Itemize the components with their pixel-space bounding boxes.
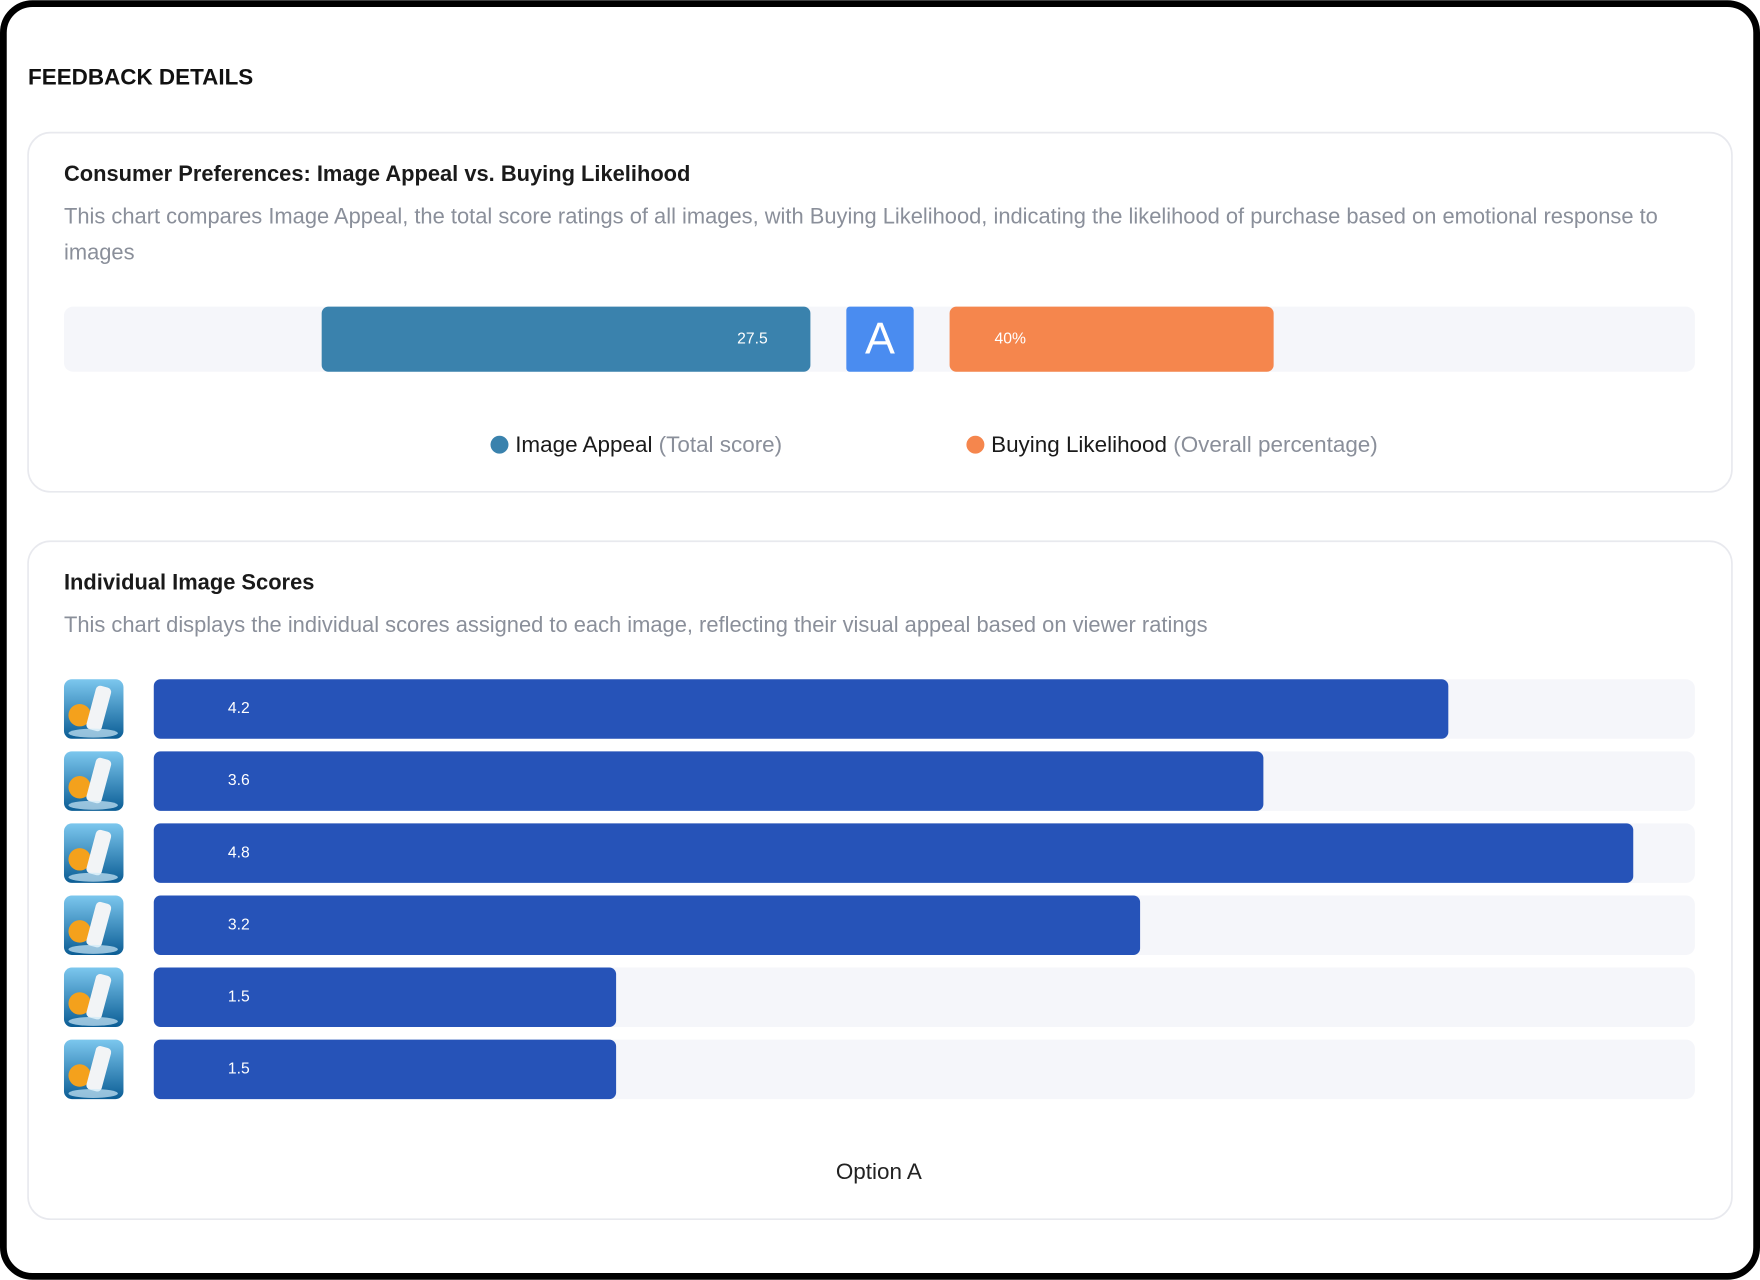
image-thumbnail <box>63 1039 124 1100</box>
image-thumbnail <box>63 895 124 955</box>
chart-subtitle: This chart compares Image Appeal, the to… <box>63 204 1658 266</box>
thumb-orange <box>68 703 91 727</box>
thumb-splash <box>68 872 118 882</box>
thumb-orange <box>68 920 91 943</box>
value-label: 1.5 <box>228 1060 250 1077</box>
thumb-orange <box>68 848 91 871</box>
thumb-orange <box>68 1064 91 1087</box>
chart-subtitle-box: This chart displays the individual score… <box>63 613 1208 638</box>
legend-entry: Image Appeal (Total score) <box>515 432 782 457</box>
legend-entry: Buying Likelihood (Overall percentage) <box>991 432 1378 457</box>
thumb-tube <box>86 685 112 732</box>
chart-title: Consumer Preferences: Image Appeal vs. B… <box>64 161 690 186</box>
center-badge <box>846 306 914 372</box>
bar <box>321 306 811 372</box>
bar <box>153 679 1449 739</box>
thumb-splash <box>68 944 118 954</box>
legend-name: Image Appeal <box>515 432 652 457</box>
thumb-splash <box>68 1016 118 1026</box>
legend-swatch <box>966 435 985 454</box>
thumb-tube <box>86 829 112 876</box>
value-label: 3.2 <box>228 916 250 933</box>
thumb-splash <box>68 728 118 738</box>
legend-name: Buying Likelihood <box>991 432 1167 457</box>
page-title: FEEDBACK DETAILS <box>28 65 253 90</box>
thumb-orange <box>68 776 91 799</box>
thumb-orange <box>68 992 91 1015</box>
legend-note: (Overall percentage) <box>1173 432 1378 457</box>
value-label: 1.5 <box>228 988 250 1005</box>
bar <box>153 751 1264 811</box>
center-label: A <box>865 312 895 363</box>
value-label: 27.5 <box>737 330 768 347</box>
chart-subtitle-box: This chart compares Image Appeal, the to… <box>63 204 1658 266</box>
value-label: 40% <box>994 330 1025 347</box>
legend-note: (Total score) <box>659 432 782 457</box>
bar <box>153 967 617 1028</box>
value-label: 4.8 <box>228 844 250 861</box>
image-thumbnail <box>63 967 124 1028</box>
thumb-tube <box>86 1046 112 1092</box>
bar <box>949 306 1274 372</box>
value-label: 4.2 <box>228 700 250 717</box>
image-thumbnail <box>63 679 124 739</box>
thumb-tube <box>86 901 112 948</box>
thumb-tube <box>86 974 112 1020</box>
value-label: 3.6 <box>228 772 250 789</box>
thumb-tube <box>86 757 112 804</box>
image-thumbnail <box>63 823 124 883</box>
thumb-splash <box>68 1088 118 1098</box>
thumb-splash <box>68 800 118 810</box>
bar <box>153 823 1634 883</box>
chart-subtitle: This chart displays the individual score… <box>63 613 1208 638</box>
bar <box>153 895 1141 955</box>
image-thumbnail <box>63 751 124 811</box>
legend-swatch <box>490 435 509 454</box>
x-axis-label: Option A <box>836 1159 922 1184</box>
chart-title: Individual Image Scores <box>64 570 314 595</box>
bar <box>153 1039 617 1100</box>
